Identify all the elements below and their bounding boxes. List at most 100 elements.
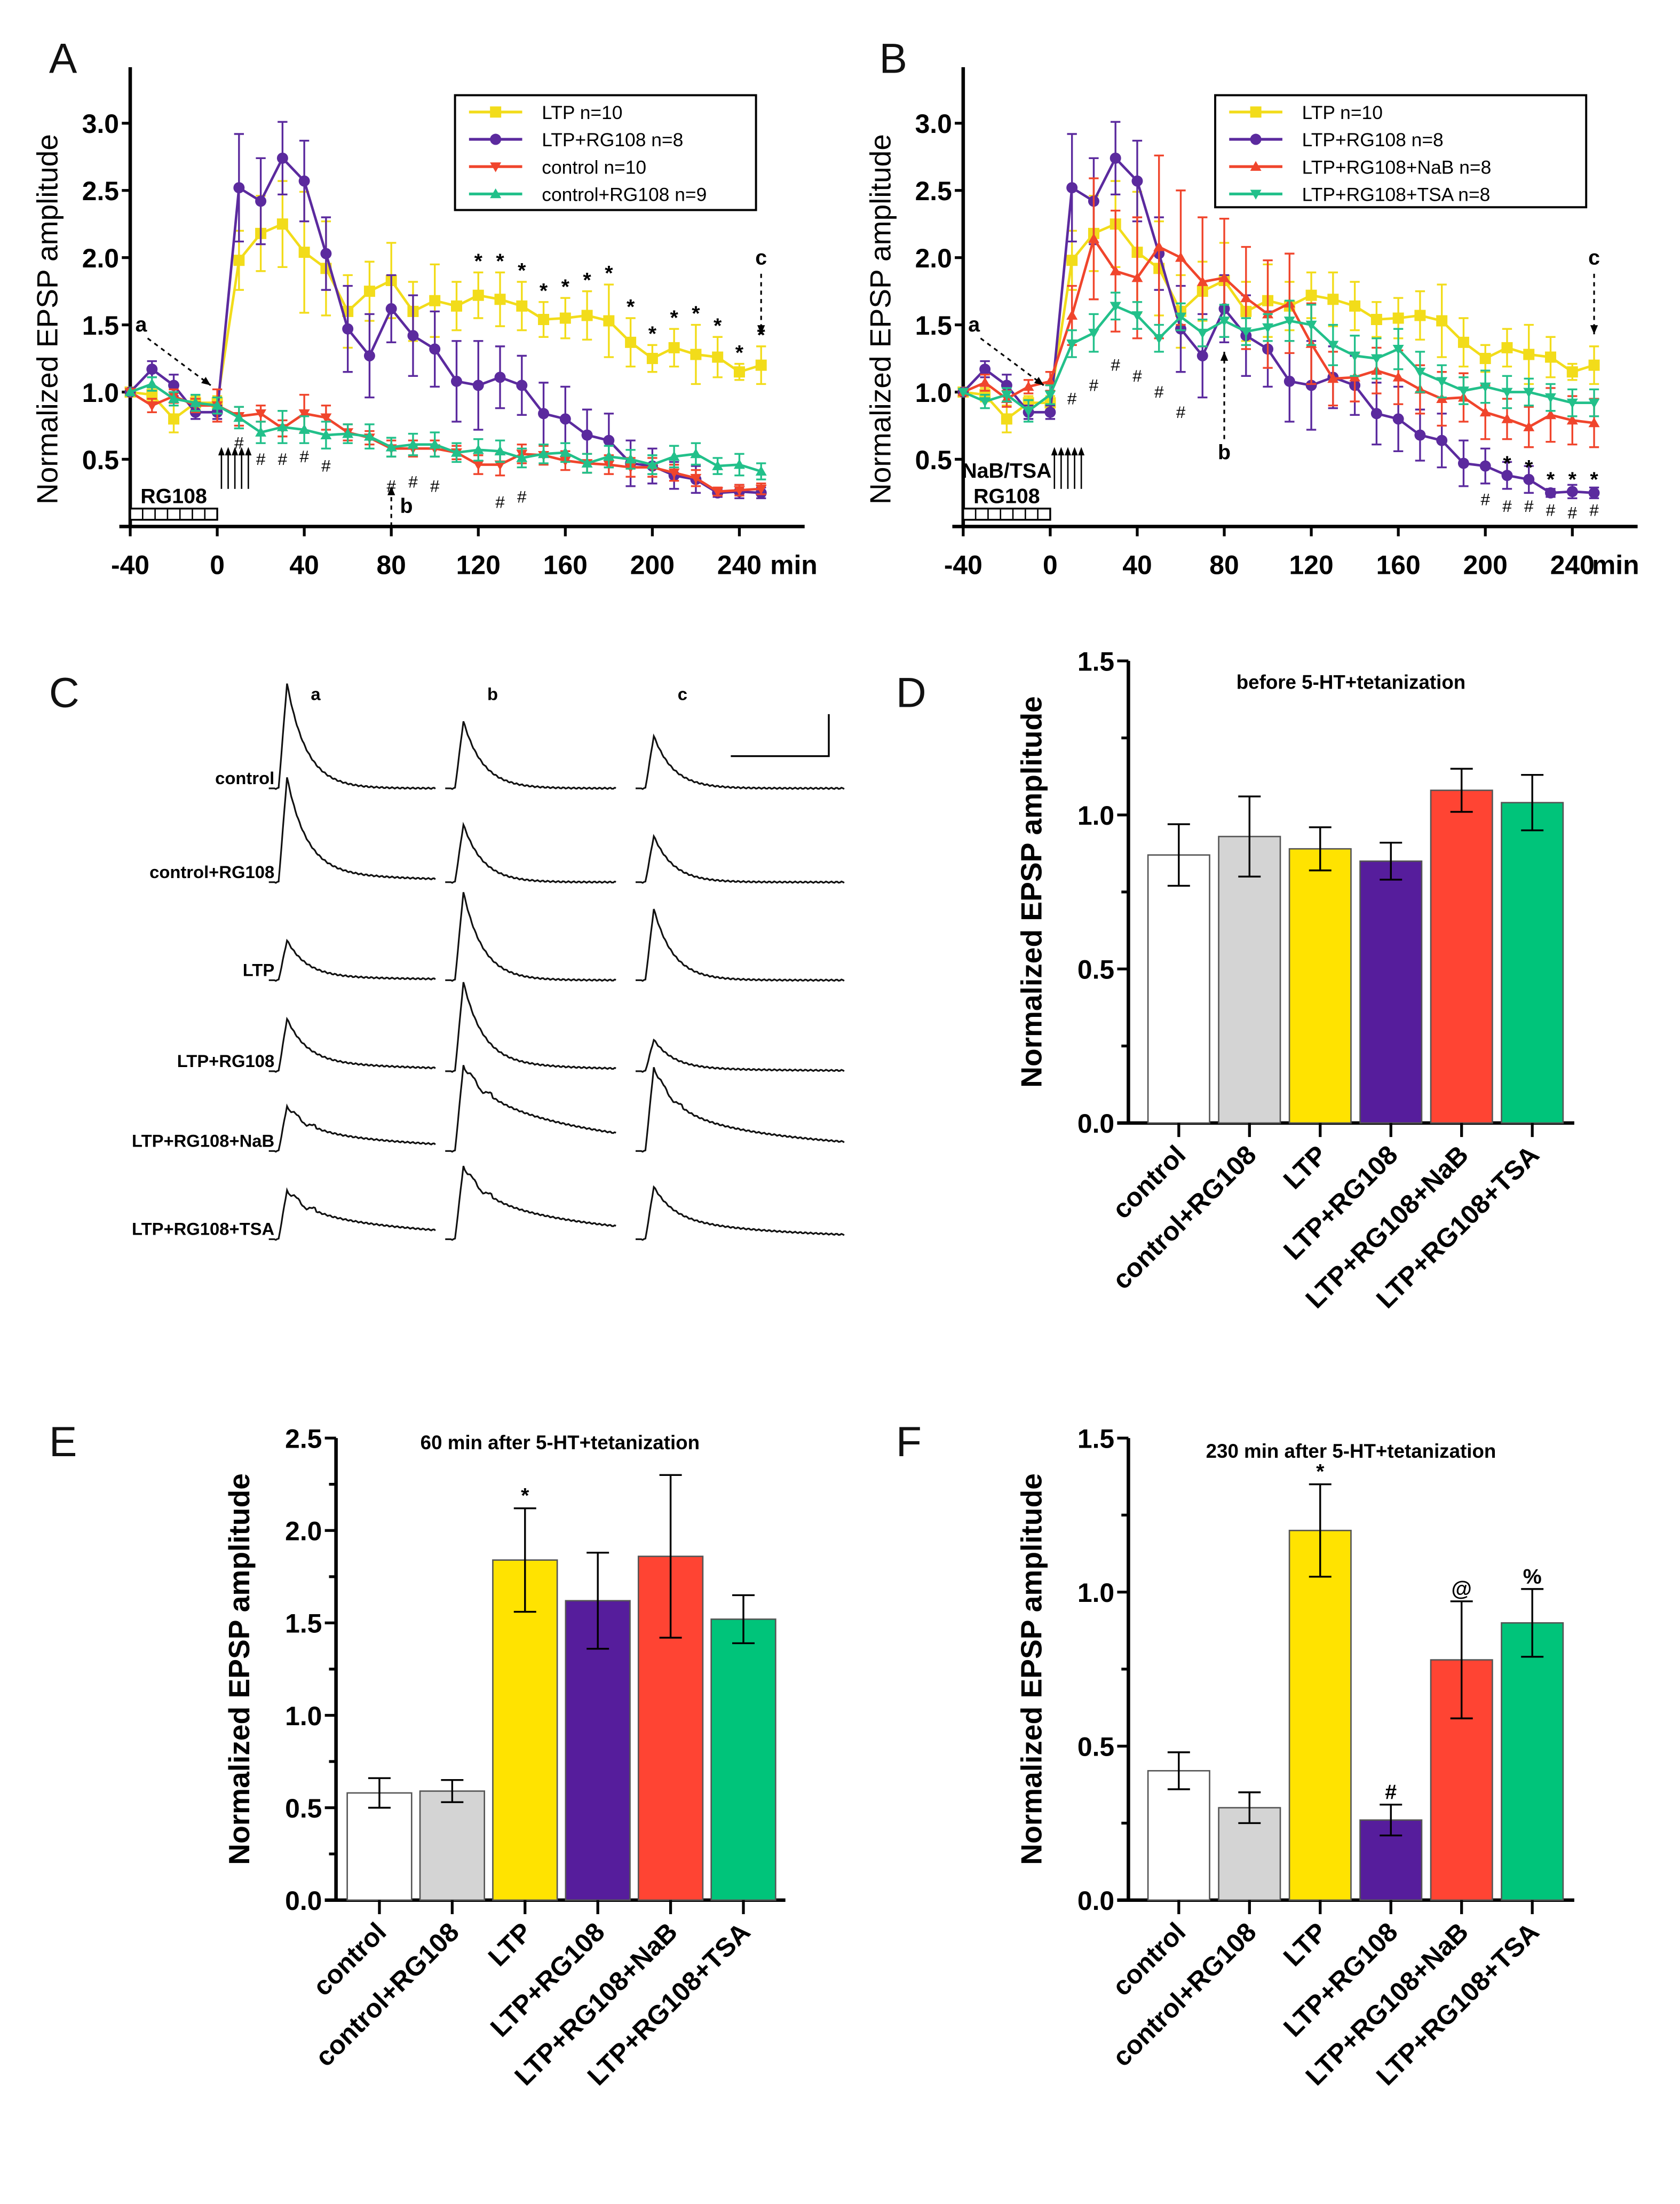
data-point — [559, 447, 571, 457]
y-tick-label: 2.0 — [915, 243, 952, 273]
data-point — [1349, 351, 1361, 362]
bar-ltp-rg108-nab — [1430, 789, 1493, 1124]
data-point — [472, 444, 484, 454]
chart-title: 60 min after 5-HT+tetanization — [421, 1432, 700, 1453]
data-point — [516, 300, 528, 312]
data-point — [298, 247, 310, 258]
data-point — [1392, 312, 1404, 324]
significance-hash: # — [1589, 501, 1599, 520]
data-point — [1479, 460, 1491, 472]
data-point — [407, 330, 419, 342]
data-point — [1066, 310, 1078, 320]
data-point — [1023, 406, 1034, 417]
legend-label: LTP n=10 — [1302, 102, 1383, 123]
scale-bar — [731, 714, 830, 757]
data-point — [1370, 314, 1382, 326]
data-point — [625, 336, 637, 348]
data-point — [581, 429, 593, 441]
epsp-trace — [445, 892, 616, 982]
data-point — [979, 364, 991, 375]
epsp-trace — [445, 1165, 616, 1241]
data-point — [1131, 311, 1143, 321]
data-point — [146, 378, 158, 389]
data-point — [342, 323, 354, 335]
data-point — [1066, 255, 1078, 266]
data-point — [1044, 390, 1056, 401]
marker-c: c — [755, 246, 767, 269]
data-point — [1414, 367, 1426, 378]
data-point — [1240, 292, 1252, 303]
significance-hash: # — [386, 477, 396, 495]
data-point — [1153, 241, 1165, 251]
marker-c: c — [1588, 246, 1600, 269]
legend-label: control+RG108 n=9 — [542, 184, 707, 205]
series-ltp — [124, 180, 767, 433]
bar-ltp-rg108-tsa — [1501, 1622, 1564, 1901]
y-tick-label: 0.0 — [285, 1886, 322, 1916]
series-line — [962, 156, 1595, 494]
significance-hash: # — [1524, 497, 1534, 516]
legend-marker — [490, 188, 502, 199]
data-point — [363, 350, 375, 362]
data-point — [233, 412, 245, 422]
data-point — [233, 255, 245, 266]
x-tick-label: 40 — [1122, 550, 1152, 580]
data-point — [1196, 276, 1208, 286]
data-point — [298, 424, 310, 434]
epsp-trace — [636, 834, 845, 884]
legend-marker — [490, 106, 502, 118]
data-point — [233, 182, 245, 194]
chart-d-bars: 0.0 0.5 1.0 1.5 Normalized EPSP amplitude bef… — [1015, 647, 1574, 1314]
data-point — [168, 393, 180, 403]
data-point — [603, 451, 615, 461]
significance-hash: # — [1546, 501, 1556, 520]
epsp-trace — [445, 721, 616, 790]
data-point — [1283, 317, 1295, 327]
data-point — [1001, 413, 1012, 425]
significance-asterisk: * — [1568, 468, 1577, 492]
x-tick-label: 240 — [717, 550, 762, 580]
data-point — [538, 408, 550, 420]
legend-label: LTP+RG108 n=8 — [1302, 129, 1444, 151]
stimulus-arrowhead — [1071, 447, 1078, 456]
data-point — [690, 349, 702, 360]
data-point — [146, 389, 158, 401]
data-point — [538, 448, 550, 459]
x-tick-label: 80 — [376, 550, 406, 580]
data-point — [668, 468, 680, 479]
x-tick-label: 160 — [1376, 550, 1421, 580]
panel-label-c: C — [49, 669, 80, 716]
x-tick-label: -40 — [944, 550, 982, 580]
significance-hash: # — [1089, 376, 1099, 394]
data-point — [1153, 334, 1165, 344]
marker-c-arrow-head — [1590, 325, 1598, 335]
significance-hash: # — [517, 487, 527, 506]
series-ltp — [957, 180, 1600, 433]
data-point — [603, 435, 615, 446]
epsp-trace — [636, 1067, 845, 1153]
epsp-trace — [268, 1187, 436, 1241]
data-point — [407, 439, 419, 449]
series-ltp-rg108-tsa — [957, 291, 1600, 423]
data-point — [1370, 354, 1382, 365]
y-tick-label: 0.0 — [1077, 1886, 1114, 1916]
y-axis-label: Normalized EPSP amplitude — [223, 1473, 256, 1865]
data-point — [211, 400, 223, 410]
y-tick-label: 1.5 — [1077, 1424, 1114, 1453]
data-point — [1501, 342, 1513, 353]
data-point — [146, 401, 158, 412]
data-point — [1523, 349, 1535, 360]
data-point — [1131, 272, 1143, 282]
bar-ltp-rg108-tsa — [710, 1618, 776, 1901]
data-point — [1523, 473, 1535, 485]
y-tick-label: 0.5 — [915, 445, 952, 475]
trace-row-label: control — [215, 768, 274, 788]
data-point — [1566, 366, 1578, 378]
data-point — [1588, 398, 1600, 409]
data-point — [1110, 302, 1121, 312]
x-tick-label: 80 — [1209, 550, 1239, 580]
data-point — [168, 413, 180, 425]
data-point — [385, 303, 397, 314]
significance-mark: @ — [1452, 1577, 1472, 1600]
